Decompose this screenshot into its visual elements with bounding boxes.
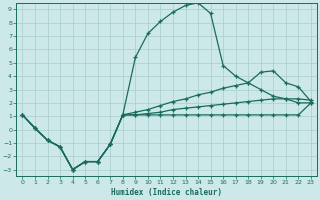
X-axis label: Humidex (Indice chaleur): Humidex (Indice chaleur) <box>111 188 222 197</box>
